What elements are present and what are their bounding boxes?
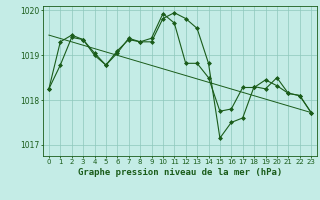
X-axis label: Graphe pression niveau de la mer (hPa): Graphe pression niveau de la mer (hPa) <box>78 168 282 177</box>
